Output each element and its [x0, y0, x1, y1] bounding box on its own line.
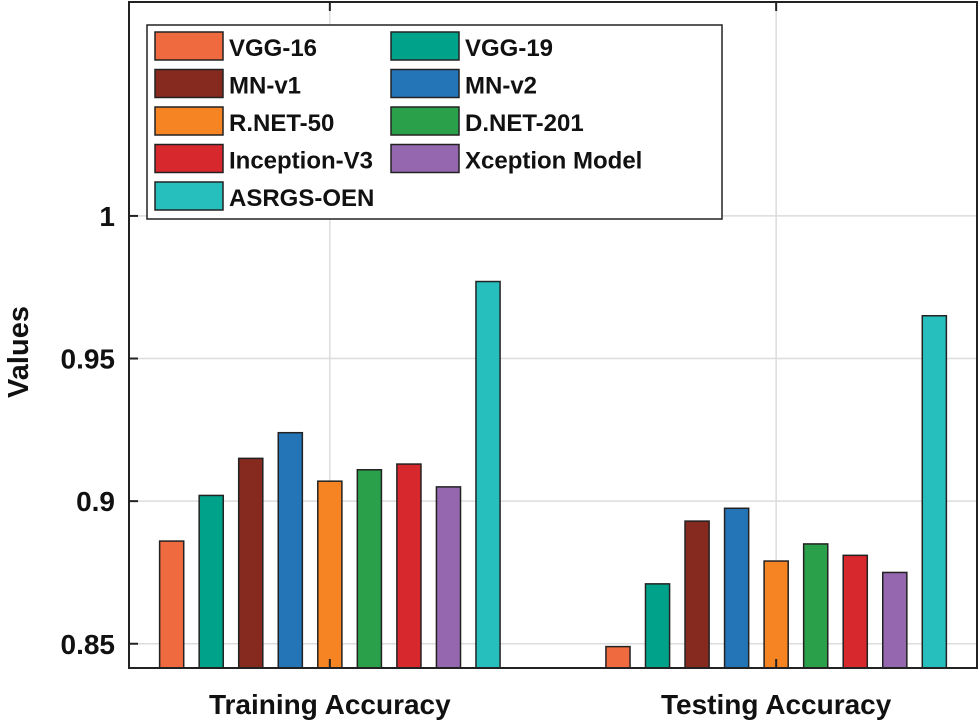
- legend: VGG-16 VGG-19 MN-v1 MN-v2 R.NET-50 D.NET-201 I…: [146, 24, 723, 220]
- legend-label: VGG-19: [465, 35, 553, 62]
- bar-r-net-50: [317, 480, 343, 669]
- bar-mn-v2: [723, 507, 750, 669]
- legend-label: R.NET-50: [229, 110, 334, 137]
- legend-label: MN-v2: [465, 73, 537, 100]
- bar-vgg-19: [198, 494, 225, 669]
- legend-label: ASRGS-OEN: [229, 185, 374, 212]
- legend-swatch: [154, 68, 224, 99]
- legend-label: MN-v1: [229, 73, 301, 100]
- bar-xception-model: [881, 571, 908, 669]
- bar-vgg-16: [158, 540, 185, 669]
- legend-swatch: [390, 143, 460, 174]
- legend-swatch: [154, 106, 224, 136]
- bar-asrgs-oen: [921, 314, 948, 669]
- bar-asrgs-oen: [475, 280, 501, 669]
- bar-d-net-201: [802, 543, 829, 669]
- bar-d-net-201: [356, 469, 383, 669]
- legend-swatch: [390, 31, 460, 61]
- bar-vgg-19: [644, 583, 671, 669]
- legend-label: Inception-V3: [229, 148, 373, 175]
- y-axis-label: Values: [3, 306, 35, 398]
- bar-vgg-16: [605, 645, 631, 669]
- bar-xception-model: [435, 486, 462, 669]
- y-tick-label: 0.85: [61, 629, 116, 660]
- legend-label: D.NET-201: [465, 110, 584, 137]
- y-tick-label: 0.95: [61, 344, 116, 375]
- bar-inception-v3: [842, 554, 869, 669]
- x-axis: Training Accuracy Testing Accuracy: [209, 2, 892, 720]
- y-tick-label: 1: [99, 201, 115, 232]
- legend-swatch: [154, 31, 224, 61]
- legend-label: Xception Model: [465, 148, 642, 175]
- bar-r-net-50: [763, 560, 789, 669]
- bar-inception-v3: [396, 463, 422, 669]
- legend-swatch: [390, 106, 460, 136]
- legend-swatch: [390, 68, 460, 99]
- bar-mn-v2: [277, 431, 304, 669]
- legend-swatch: [154, 181, 224, 211]
- bars: [158, 280, 948, 669]
- y-axis: 0.85 0.9 0.95 1: [61, 201, 138, 660]
- legend-label: VGG-16: [229, 35, 317, 62]
- legend-swatch: [154, 143, 224, 174]
- plot-area-frame: [128, 1, 978, 669]
- bar-mn-v1: [684, 520, 710, 669]
- bar-mn-v1: [237, 457, 264, 669]
- x-tick-label: Testing Accuracy: [661, 689, 892, 720]
- y-tick-label: 0.9: [76, 486, 115, 517]
- x-tick-label: Training Accuracy: [209, 689, 451, 720]
